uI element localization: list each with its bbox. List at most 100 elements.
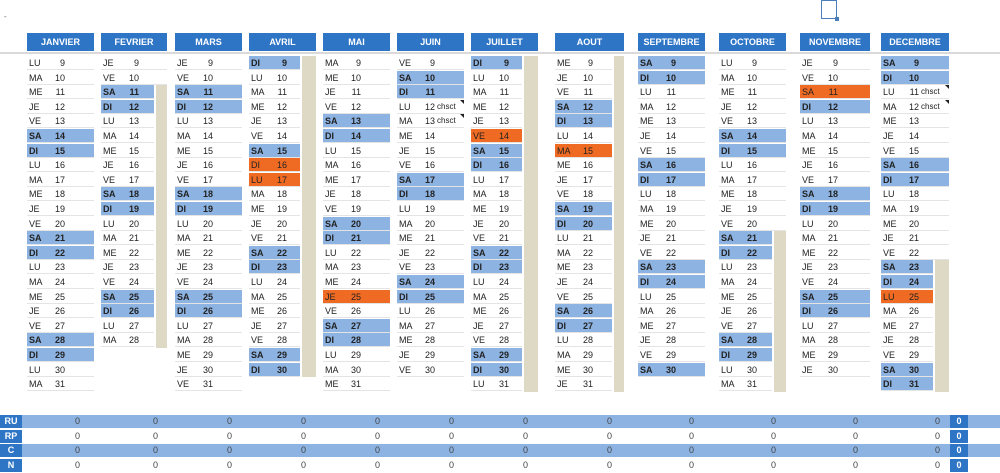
day-cell[interactable]: LU 31 — [471, 377, 522, 392]
totals-cell[interactable]: 0 — [74, 445, 80, 455]
day-cell[interactable]: LU 11 chsct — [881, 85, 949, 100]
day-cell[interactable]: VE 21 — [249, 231, 300, 246]
day-cell[interactable]: MA 20 — [397, 217, 464, 231]
day-cell[interactable]: DI 22 — [719, 245, 772, 260]
day-cell[interactable]: VE 11 — [555, 85, 612, 100]
day-cell[interactable]: MA 9 — [323, 56, 390, 70]
day-cell[interactable]: DI 19 — [175, 202, 242, 216]
comment-indicator-icon[interactable] — [460, 99, 464, 104]
day-cell[interactable]: SA 9 — [638, 56, 705, 70]
day-cell[interactable]: LU 10 — [471, 71, 522, 85]
day-cell[interactable]: VE 17 — [800, 173, 870, 187]
day-cell[interactable]: LU 17 — [471, 173, 522, 187]
day-cell[interactable]: ME 9 — [555, 56, 612, 70]
day-cell[interactable]: MA 26 — [881, 304, 933, 319]
day-cell[interactable]: MA 21 — [175, 231, 242, 246]
day-cell[interactable]: ME 12 — [471, 100, 522, 114]
day-cell[interactable]: ME 29 — [800, 348, 870, 362]
day-cell[interactable]: ME 22 — [175, 246, 242, 260]
day-cell[interactable]: ME 15 — [101, 144, 154, 158]
day-cell[interactable]: MA 23 — [323, 260, 390, 275]
totals-cell[interactable]: 0 — [300, 430, 306, 441]
day-cell[interactable]: VE 10 — [175, 71, 242, 85]
day-cell[interactable]: LU 23 — [719, 260, 772, 275]
day-cell[interactable]: JE 14 — [881, 129, 949, 143]
totals-cell[interactable]: 0 — [374, 445, 380, 455]
day-cell[interactable]: MA 21 — [800, 231, 870, 246]
day-cell[interactable]: JE 23 — [175, 260, 242, 275]
day-cell[interactable]: LU 28 — [555, 333, 612, 348]
day-cell[interactable]: ME 11 — [719, 85, 786, 100]
day-cell[interactable]: MA 17 — [719, 173, 786, 187]
day-cell[interactable]: VE 24 — [175, 275, 242, 289]
day-cell[interactable]: LU 25 — [638, 290, 705, 304]
day-cell[interactable]: JE 19 — [719, 202, 786, 216]
day-cell[interactable]: MA 16 — [323, 158, 390, 173]
day-cell[interactable]: SA 24 — [397, 275, 464, 289]
day-cell[interactable]: VE 22 — [638, 246, 705, 260]
day-cell[interactable]: SA 11 — [800, 85, 870, 100]
day-cell[interactable]: JE 28 — [881, 333, 933, 348]
day-cell[interactable]: JE 15 — [397, 144, 464, 158]
day-cell[interactable]: ME 20 — [881, 217, 949, 231]
day-cell[interactable]: ME 26 — [471, 304, 522, 319]
day-cell[interactable]: SA 18 — [800, 187, 870, 202]
day-cell[interactable]: SA 23 — [638, 260, 705, 275]
day-cell[interactable]: LU 20 — [101, 217, 154, 231]
day-cell[interactable]: SA 22 — [471, 245, 522, 260]
day-cell[interactable]: JE 31 — [555, 377, 612, 392]
day-cell[interactable]: ME 31 — [323, 377, 390, 392]
day-cell[interactable]: MA 28 — [175, 333, 242, 348]
day-cell[interactable]: LU 25 — [881, 289, 933, 304]
totals-cell[interactable]: 0 — [522, 459, 528, 470]
day-cell[interactable]: JE 17 — [555, 173, 612, 187]
day-cell[interactable]: SA 16 — [638, 158, 705, 173]
totals-cell[interactable]: 0 — [852, 416, 858, 426]
day-cell[interactable]: VE 25 — [555, 290, 612, 304]
day-cell[interactable]: LU 19 — [397, 202, 464, 216]
day-cell[interactable]: ME 22 — [800, 246, 870, 260]
day-cell[interactable]: JE 21 — [881, 231, 949, 246]
day-cell[interactable]: ME 25 — [719, 290, 772, 304]
day-cell[interactable]: SA 29 — [249, 348, 300, 362]
totals-cell[interactable]: 0 — [448, 459, 454, 470]
day-cell[interactable]: LU 13 — [800, 114, 870, 129]
selected-shape[interactable] — [821, 0, 839, 21]
day-cell[interactable]: VE 28 — [471, 333, 522, 348]
totals-cell[interactable]: 0 — [852, 445, 858, 455]
day-cell[interactable]: DI 19 — [800, 202, 870, 216]
day-cell[interactable]: MA 31 — [719, 377, 772, 392]
day-cell[interactable]: ME 21 — [397, 231, 464, 246]
day-cell[interactable]: VE 20 — [719, 217, 786, 231]
day-cell[interactable]: VE 31 — [175, 377, 242, 392]
day-cell[interactable]: VE 15 — [881, 144, 949, 158]
day-cell[interactable]: MA 14 — [175, 129, 242, 143]
day-cell[interactable]: SA 20 — [323, 216, 390, 231]
totals-cell[interactable]: 0 — [74, 416, 80, 426]
day-cell[interactable]: DI 10 — [638, 70, 705, 85]
day-cell[interactable]: DI 28 — [323, 333, 390, 348]
day-cell[interactable]: SA 17 — [397, 172, 464, 187]
day-cell[interactable]: ME 12 — [249, 100, 300, 114]
totals-cell[interactable]: 0 — [770, 459, 776, 470]
day-cell[interactable]: VE 10 — [800, 71, 870, 85]
day-cell[interactable]: JE 14 — [638, 129, 705, 143]
totals-cell[interactable]: 0 — [934, 430, 940, 441]
day-cell[interactable]: LU 16 — [27, 158, 94, 173]
day-cell[interactable]: SA 9 — [881, 56, 949, 70]
day-cell[interactable]: SA 28 — [27, 333, 94, 348]
day-cell[interactable]: VE 9 — [397, 56, 464, 70]
day-cell[interactable]: JE 12 — [719, 100, 786, 114]
totals-cell[interactable]: 0 — [688, 416, 694, 426]
day-cell[interactable]: VE 17 — [175, 173, 242, 187]
day-cell[interactable]: MA 18 — [471, 187, 522, 202]
day-cell[interactable]: SA 27 — [323, 318, 390, 333]
month-header[interactable]: AOUT — [555, 33, 624, 51]
day-cell[interactable]: MA 26 — [638, 304, 705, 319]
day-cell[interactable]: DI 19 — [101, 202, 154, 216]
day-cell[interactable]: DI 17 — [881, 172, 949, 187]
month-header[interactable]: DECEMBRE — [881, 33, 949, 51]
day-cell[interactable]: SA 10 — [397, 70, 464, 85]
month-header[interactable]: NOVEMBRE — [800, 33, 870, 51]
totals-cell[interactable]: 0 — [852, 430, 858, 441]
